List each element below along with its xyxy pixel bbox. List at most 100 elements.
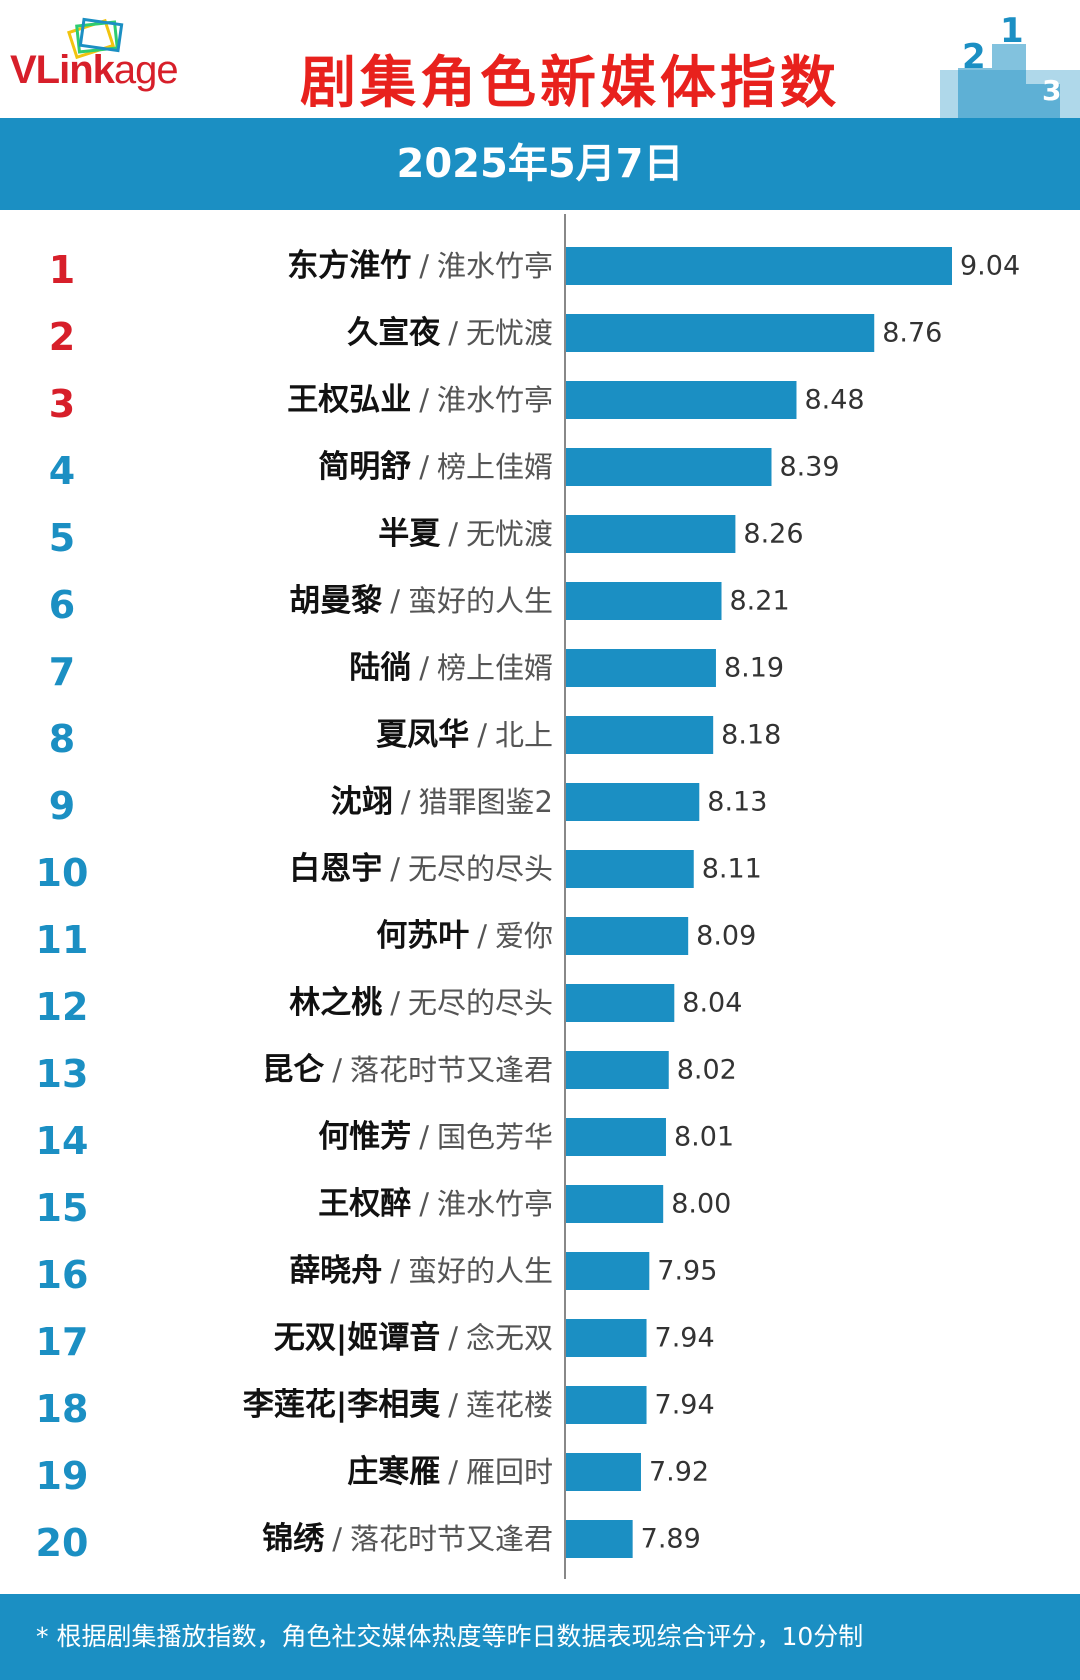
- bar: [566, 1453, 641, 1491]
- page-title: 剧集角色新媒体指数: [300, 51, 840, 116]
- separator-label: /: [390, 986, 400, 1020]
- role-name-label: 庄寒雁: [347, 1454, 440, 1490]
- role-name-label: 何苏叶: [376, 918, 469, 954]
- value-label: 8.00: [671, 1189, 731, 1220]
- separator-label: /: [419, 450, 429, 484]
- separator-label: /: [419, 383, 429, 417]
- date-banner: 2025年5月7日: [0, 118, 1080, 210]
- role-name-label: 半夏: [378, 516, 441, 552]
- role-name-label: 李莲花|李相夷: [243, 1387, 440, 1423]
- header: VLinkage 剧集角色新媒体指数 2 1 3: [0, 0, 1080, 118]
- chart-row: 16 蛮好的人生/薛晓舟 7.95: [36, 1252, 717, 1297]
- value-label: 8.02: [677, 1055, 737, 1086]
- rank-label: 18: [36, 1387, 89, 1431]
- drama-label: 莲花楼: [466, 1388, 553, 1422]
- rank-label: 12: [36, 985, 89, 1029]
- chart-row: 5 无忧渡/半夏 8.26: [49, 515, 804, 560]
- separator-label: /: [448, 1455, 458, 1489]
- drama-label: 念无双: [466, 1321, 553, 1355]
- separator-label: /: [448, 1388, 458, 1422]
- bar: [566, 1252, 650, 1290]
- role-name-label: 王权醉: [318, 1186, 411, 1222]
- value-label: 8.76: [882, 318, 942, 349]
- drama-label: 落花时节又逢君: [350, 1053, 553, 1087]
- drama-label: 无忧渡: [466, 316, 553, 350]
- role-name-label: 白恩宇: [289, 851, 382, 887]
- drama-label: 蛮好的人生: [408, 584, 553, 618]
- bar: [566, 582, 722, 620]
- rank-label: 16: [36, 1253, 89, 1297]
- value-label: 8.18: [721, 720, 781, 751]
- vlinkage-logo: VLinkage: [10, 8, 235, 108]
- separator-label: /: [419, 249, 429, 283]
- role-name-label: 林之桃: [289, 985, 382, 1021]
- rank-label: 3: [49, 382, 75, 426]
- chart-row: 12 无尽的尽头/林之桃 8.04: [36, 984, 742, 1029]
- separator-label: /: [419, 1120, 429, 1154]
- rank-label: 9: [49, 784, 75, 828]
- role-name-label: 何惟芳: [318, 1119, 411, 1155]
- role-name-label: 锦绣: [262, 1521, 325, 1557]
- value-label: 8.19: [724, 653, 784, 684]
- value-label: 8.04: [682, 988, 742, 1019]
- drama-label: 猎罪图鉴2: [419, 785, 553, 819]
- separator-label: /: [448, 517, 458, 551]
- chart-row: 9 猎罪图鉴2/沈翊 8.13: [49, 783, 767, 828]
- rank-label: 15: [36, 1186, 89, 1230]
- rank-label: 17: [36, 1320, 89, 1364]
- bar: [566, 917, 689, 955]
- separator-label: /: [332, 1053, 342, 1087]
- value-label: 8.48: [804, 385, 864, 416]
- separator-label: /: [419, 1187, 429, 1221]
- bar: [566, 1386, 647, 1424]
- rank-label: 13: [36, 1052, 89, 1096]
- value-label: 8.13: [707, 787, 767, 818]
- chart-row: 1 淮水竹亭/东方淮竹 9.04: [49, 247, 1020, 292]
- role-name-label: 东方淮竹: [287, 248, 411, 284]
- role-name-label: 夏凤华: [376, 717, 469, 753]
- bar: [566, 1051, 669, 1089]
- bar: [566, 716, 714, 754]
- chart-row: 20 落花时节又逢君/锦绣 7.89: [36, 1520, 701, 1565]
- bar: [566, 783, 700, 821]
- drama-label: 国色芳华: [437, 1120, 553, 1154]
- bar: [566, 984, 675, 1022]
- chart-row: 15 淮水竹亭/王权醉 8.00: [36, 1185, 731, 1230]
- value-label: 7.89: [641, 1524, 701, 1555]
- value-label: 8.21: [730, 586, 790, 617]
- drama-label: 无尽的尽头: [408, 986, 553, 1020]
- separator-label: /: [390, 852, 400, 886]
- rank-label: 19: [36, 1454, 89, 1498]
- drama-label: 榜上佳婿: [437, 450, 553, 484]
- bar: [566, 314, 875, 352]
- footer-note: * 根据剧集播放指数，角色社交媒体热度等昨日数据表现综合评分，10分制: [0, 1594, 1080, 1680]
- rank-label: 5: [49, 516, 75, 560]
- logo-text: VLinkage: [10, 48, 179, 92]
- rank-label: 11: [36, 918, 89, 962]
- chart-row: 8 北上/夏凤华 8.18: [49, 716, 781, 761]
- rank-label: 4: [49, 449, 75, 493]
- role-name-label: 久宣夜: [347, 315, 441, 351]
- separator-label: /: [419, 651, 429, 685]
- chart-row: 14 国色芳华/何惟芳 8.01: [36, 1118, 734, 1163]
- rank-label: 8: [49, 717, 75, 761]
- drama-label: 落花时节又逢君: [350, 1522, 553, 1556]
- logo-cards-icon: [67, 17, 124, 60]
- separator-label: /: [401, 785, 411, 819]
- value-label: 8.01: [674, 1122, 734, 1153]
- value-label: 7.94: [655, 1323, 715, 1354]
- rank-label: 10: [36, 851, 89, 895]
- chart-row: 19 雁回时/庄寒雁 7.92: [36, 1453, 709, 1498]
- bar: [566, 448, 772, 486]
- bar: [566, 1118, 666, 1156]
- value-label: 7.95: [657, 1256, 717, 1287]
- role-name-label: 简明舒: [318, 449, 411, 485]
- bar: [566, 247, 952, 285]
- value-label: 9.04: [960, 251, 1020, 282]
- drama-label: 蛮好的人生: [408, 1254, 553, 1288]
- rank-label: 2: [49, 315, 75, 359]
- bar: [566, 850, 694, 888]
- drama-label: 淮水竹亭: [437, 383, 553, 417]
- value-label: 8.39: [779, 452, 839, 483]
- podium-label-1: 1: [1000, 11, 1024, 51]
